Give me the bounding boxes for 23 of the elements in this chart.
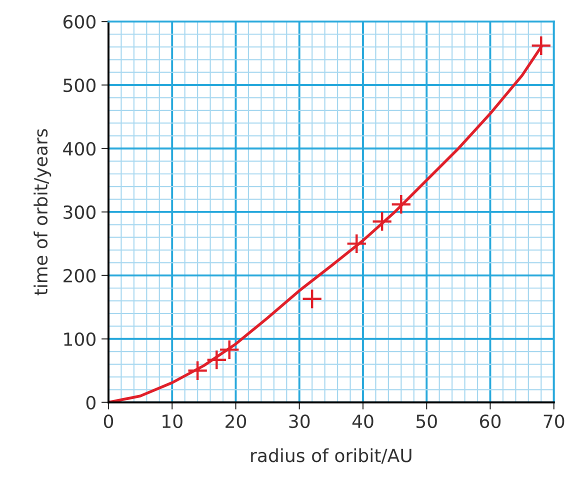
x-tick-label: 40 [352, 414, 374, 428]
y-tick-label: 400 [63, 142, 96, 156]
y-tick-label: 0 [86, 396, 96, 410]
x-tick-label: 30 [289, 414, 310, 428]
point [187, 360, 208, 382]
y-tick-label: 200 [64, 268, 96, 283]
point [372, 211, 393, 232]
x-tick-label: 10 [162, 414, 182, 428]
point [390, 194, 412, 215]
x-tick-label: 20 [226, 414, 246, 428]
y-tick-label: 600 [63, 15, 96, 29]
x-tick-label: 50 [416, 414, 437, 428]
y-tick-label: 300 [64, 205, 96, 220]
y-axis-title: time of orbit/years [34, 129, 52, 296]
point [346, 233, 368, 254]
point [302, 288, 323, 310]
y-tick-label: 500 [64, 78, 96, 92]
x-tick-label: 60 [480, 414, 501, 428]
x-tick-label: 0 [104, 414, 114, 428]
point [530, 35, 552, 56]
x-axis-title: radius of oribit/AU [251, 448, 412, 464]
x-tick-label: 70 [544, 414, 564, 428]
y-tick-label: 100 [64, 332, 96, 346]
